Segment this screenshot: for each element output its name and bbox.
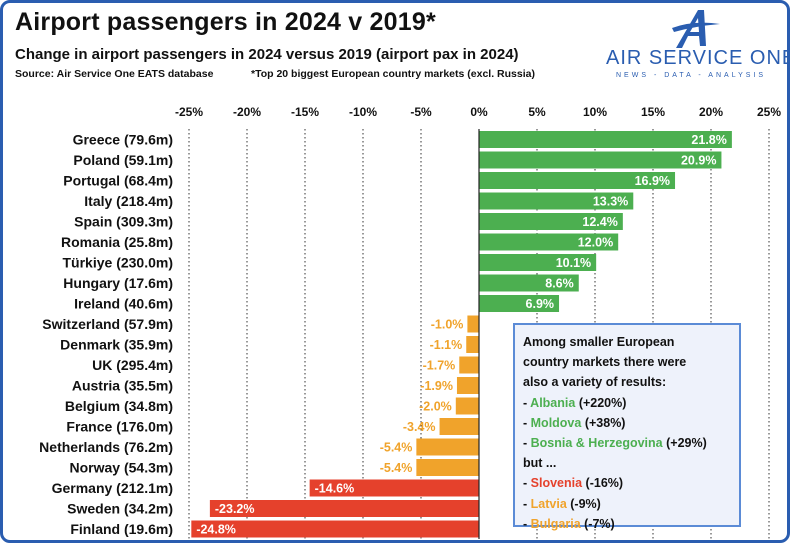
data-label: -1.9% — [420, 379, 453, 393]
data-label: 12.4% — [582, 215, 617, 229]
note-item-bosnia: - Bosnia & Herzegovina (+29%) — [523, 436, 707, 451]
bar — [479, 254, 597, 271]
x-tick-label: 20% — [699, 105, 723, 119]
category-label: Norway (54.3m) — [70, 460, 173, 476]
data-label: 10.1% — [556, 256, 591, 270]
bar — [479, 233, 619, 251]
data-label: -1.0% — [431, 318, 464, 332]
bar — [455, 397, 479, 415]
category-label: Sweden (34.2m) — [67, 501, 173, 517]
bar — [467, 315, 479, 333]
x-tick-label: 5% — [528, 105, 546, 119]
x-tick-label: -5% — [410, 105, 432, 119]
note-intro-3: also a variety of results: — [523, 375, 667, 390]
category-label: Spain (309.3m) — [74, 214, 173, 230]
bar — [209, 500, 479, 517]
note-but: but ... — [523, 456, 557, 471]
bar — [479, 172, 676, 189]
category-label: UK (295.4m) — [92, 357, 173, 373]
data-label: -1.7% — [423, 359, 456, 373]
category-label: Greece (79.6m) — [73, 132, 173, 148]
data-label: -1.1% — [430, 338, 463, 352]
data-label: -2.0% — [419, 400, 452, 414]
data-label: 21.8% — [691, 133, 726, 147]
category-label: Hungary (17.6m) — [63, 275, 173, 291]
brand-name: AIR SERVICE ONE — [606, 47, 790, 69]
bar — [459, 356, 479, 374]
x-tick-label: -25% — [175, 105, 203, 119]
brand-tagline: NEWS - DATA - ANALYSIS — [616, 72, 767, 79]
bar — [479, 151, 722, 169]
category-label: Türkiye (230.0m) — [63, 255, 174, 271]
note-item-slovenia: - Slovenia (-16%) — [523, 476, 624, 491]
bar — [479, 295, 560, 312]
x-tick-label: -20% — [233, 105, 261, 119]
source-note: Source: Air Service One EATS database — [15, 68, 214, 80]
x-tick-label: 10% — [583, 105, 607, 119]
category-label: Italy (218.4m) — [84, 193, 173, 209]
category-label: Romania (25.8m) — [61, 234, 173, 250]
data-label: 8.6% — [545, 277, 574, 291]
bar — [479, 213, 623, 230]
data-label: 6.9% — [526, 297, 555, 311]
category-label: Denmark (35.9m) — [60, 337, 173, 353]
category-label: Ireland (40.6m) — [74, 296, 173, 312]
data-label: -14.6% — [315, 482, 355, 496]
category-label: Portugal (68.4m) — [63, 173, 173, 189]
bar-chart: -25% -20% -15% -10% -5% 0% 5% 10% 15% 20% 25% Greec… — [39, 105, 781, 539]
bar — [439, 418, 479, 435]
bar — [466, 336, 479, 353]
note-intro-2: country markets there were — [523, 355, 687, 370]
x-tick-label: -15% — [291, 105, 319, 119]
chart-title: Airport passengers in 2024 v 2019* — [15, 8, 436, 36]
category-label: Switzerland (57.9m) — [42, 316, 173, 332]
note-box: Among smaller European country markets t… — [513, 323, 741, 531]
data-label: -5.4% — [380, 461, 413, 475]
note-item-moldova: - Moldova (+38%) — [523, 415, 626, 430]
bar — [309, 479, 479, 497]
note-intro-1: Among smaller European — [523, 335, 675, 349]
category-label: Netherlands (76.2m) — [39, 439, 173, 455]
category-label: Finland (19.6m) — [70, 521, 173, 537]
x-tick-label: -10% — [349, 105, 377, 119]
data-label: 13.3% — [593, 195, 628, 209]
category-label: Austria (35.5m) — [72, 378, 173, 394]
category-label: France (176.0m) — [66, 419, 173, 435]
bar — [416, 438, 479, 456]
data-label: 12.0% — [578, 236, 613, 250]
x-tick-label: 15% — [641, 105, 665, 119]
x-tick-label: 0% — [470, 105, 488, 119]
category-label: Germany (212.1m) — [52, 480, 173, 496]
chart-subtitle: Change in airport passengers in 2024 ver… — [15, 46, 519, 63]
category-label: Poland (59.1m) — [73, 152, 173, 168]
data-label: -23.2% — [215, 502, 255, 516]
data-label: -3.4% — [403, 420, 436, 434]
data-label: -24.8% — [196, 523, 236, 537]
data-label: 20.9% — [681, 154, 716, 168]
note-item-bulgaria: - Bulgaria (-7%) — [523, 516, 615, 531]
category-label: Belgium (34.8m) — [65, 398, 173, 414]
note-item-latvia: - Latvia (-9%) — [523, 496, 601, 511]
bar — [479, 192, 634, 210]
footnote: *Top 20 biggest European country markets… — [251, 68, 535, 80]
bar — [479, 274, 579, 292]
bar — [479, 131, 732, 148]
plane-a-logo-icon — [672, 10, 720, 48]
bar — [191, 520, 479, 538]
data-label: -5.4% — [380, 441, 413, 455]
bar — [456, 377, 479, 394]
bar — [416, 459, 479, 476]
x-tick-label: 25% — [757, 105, 781, 119]
note-item-albania: - Albania (+220%) — [523, 395, 627, 410]
data-label: 16.9% — [635, 174, 670, 188]
